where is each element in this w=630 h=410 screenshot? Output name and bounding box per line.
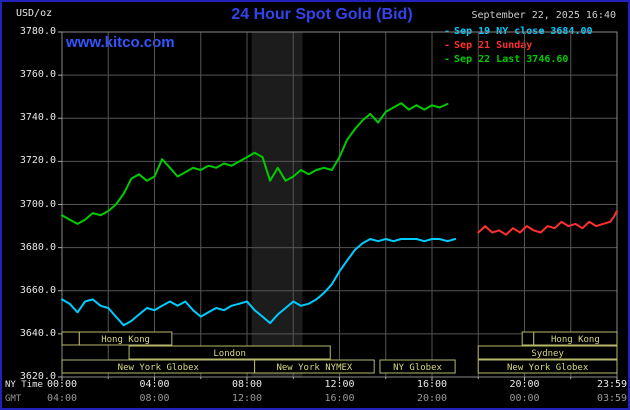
axis-tick-label: 3660.0 <box>19 284 56 296</box>
axis-tick-label: 3620.0 <box>19 371 56 382</box>
legend-label: Sep 21 Sunday <box>454 40 533 51</box>
session-label: New York NYMEX <box>276 363 352 373</box>
session-box <box>254 359 375 374</box>
session-box <box>477 345 618 360</box>
session-label: New York Globex <box>118 363 200 373</box>
axis-tick-label: 3760.0 <box>19 69 56 81</box>
axis-tick-label: 3680.0 <box>19 241 56 253</box>
series-line <box>61 102 449 225</box>
chart-datetime: September 22, 2025 16:40 <box>471 10 617 21</box>
series-line <box>477 210 618 236</box>
axis-tick-label: 04:00 <box>139 379 170 390</box>
legend-label: Sep 22 Last 3746.60 <box>454 54 569 65</box>
axis-tick-label: 12:00 <box>324 379 355 390</box>
session-label: Hong Kong <box>551 335 600 345</box>
axis-tick-label: 08:00 <box>139 393 170 404</box>
axis-tick-label: 00:00 <box>509 393 540 404</box>
session-box <box>533 331 618 346</box>
session-box <box>521 331 535 346</box>
session-box <box>128 345 331 360</box>
gmt-axis-label: GMT <box>5 394 22 404</box>
axis-tick-label: 00:00 <box>46 379 78 390</box>
chart-title: 24 Hour Spot Gold (Bid) <box>231 6 413 23</box>
session-box <box>78 331 173 346</box>
kitco-watermark-link[interactable]: www.kitco.com <box>66 34 175 51</box>
session-label: Hong Kong <box>101 335 150 345</box>
ny-time-axis-label: NY Time <box>5 380 43 390</box>
legend-item-sep21: - Sep 21 Sunday <box>444 39 593 53</box>
axis-tick-label: 20:00 <box>416 393 448 404</box>
legend-dash-icon: - <box>444 54 451 65</box>
y-axis-unit-label: USD/oz <box>16 8 53 19</box>
session-box <box>379 359 456 374</box>
session-label: Sydney <box>531 349 564 359</box>
session-box <box>61 331 80 346</box>
axis-tick-label: 23:59 <box>596 379 628 390</box>
axis-tick-label: 03:59 <box>596 393 628 404</box>
session-label: London <box>213 349 246 359</box>
axis-tick-label: 08:00 <box>231 379 263 390</box>
axis-tick-label: 3700.0 <box>19 198 56 210</box>
axis-tick-label: 3740.0 <box>19 112 56 124</box>
axis-tick-label: 16:00 <box>416 379 448 390</box>
axis-tick-label: 04:00 <box>46 393 78 404</box>
axis-tick-label: 3780.0 <box>19 26 56 37</box>
axis-tick-label: 12:00 <box>231 393 263 404</box>
session-label: New York Globex <box>507 363 589 373</box>
axis-tick-label: 20:00 <box>509 379 540 390</box>
session-box <box>477 359 618 374</box>
axis-tick-label: 3720.0 <box>19 155 56 167</box>
legend-item-sep22: - Sep 22 Last 3746.60 <box>444 53 593 67</box>
axis-tick-label: 3640.0 <box>19 327 56 339</box>
axis-tick-label: 16:00 <box>324 393 355 404</box>
session-label: NY Globex <box>393 363 442 373</box>
legend-dash-icon: - <box>444 40 451 51</box>
series-line <box>61 238 457 327</box>
